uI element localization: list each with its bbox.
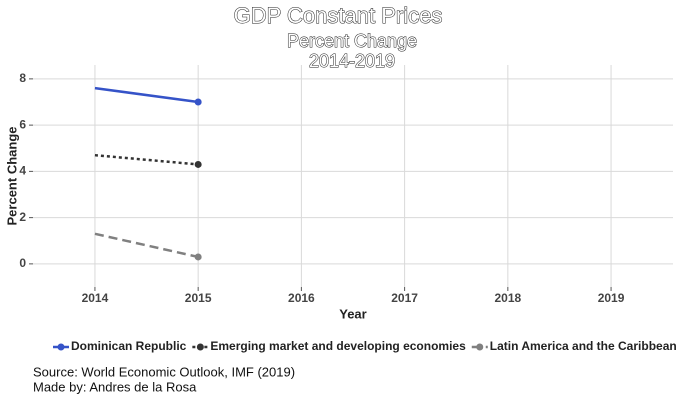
series-line xyxy=(94,232,199,259)
chart-subtitle: Percent Change xyxy=(287,31,417,51)
x-tick-label: 2019 xyxy=(598,291,625,305)
y-tick-label: 2 xyxy=(19,210,26,224)
caption: Source: World Economic Outlook, IMF (201… xyxy=(33,364,295,379)
x-axis-label: Year xyxy=(339,306,366,321)
series-line xyxy=(94,153,199,166)
legend-swatch xyxy=(196,343,204,351)
y-tick-label: 4 xyxy=(19,164,26,178)
legend-swatch xyxy=(57,343,65,351)
legend-swatch xyxy=(476,343,484,351)
x-tick-label: 2017 xyxy=(391,291,418,305)
point xyxy=(194,98,202,106)
y-tick-label: 6 xyxy=(19,117,26,131)
x-tick-label: 2015 xyxy=(185,291,212,305)
y-tick-label: 8 xyxy=(19,71,26,85)
point xyxy=(194,160,202,168)
legend-label: Emerging market and developing economies xyxy=(210,339,466,353)
caption: Made by: Andres de la Rosa xyxy=(33,379,197,394)
x-tick-label: 2016 xyxy=(288,291,315,305)
series-line xyxy=(94,86,199,104)
y-tick-label: 0 xyxy=(19,256,26,270)
legend: Dominican Republic Emerging market and de… xyxy=(53,339,677,353)
chart-subtitle: 2014-2019 xyxy=(309,51,395,71)
legend-label: Latin America and the Caribbean xyxy=(490,339,677,353)
chart-title: GDP Constant Prices xyxy=(234,3,443,28)
x-tick-label: 2018 xyxy=(494,291,521,305)
legend-label: Dominican Republic xyxy=(71,339,187,353)
point xyxy=(194,253,202,261)
y-axis-label: Percent Change xyxy=(4,127,19,226)
x-tick-label: 2014 xyxy=(82,291,109,305)
